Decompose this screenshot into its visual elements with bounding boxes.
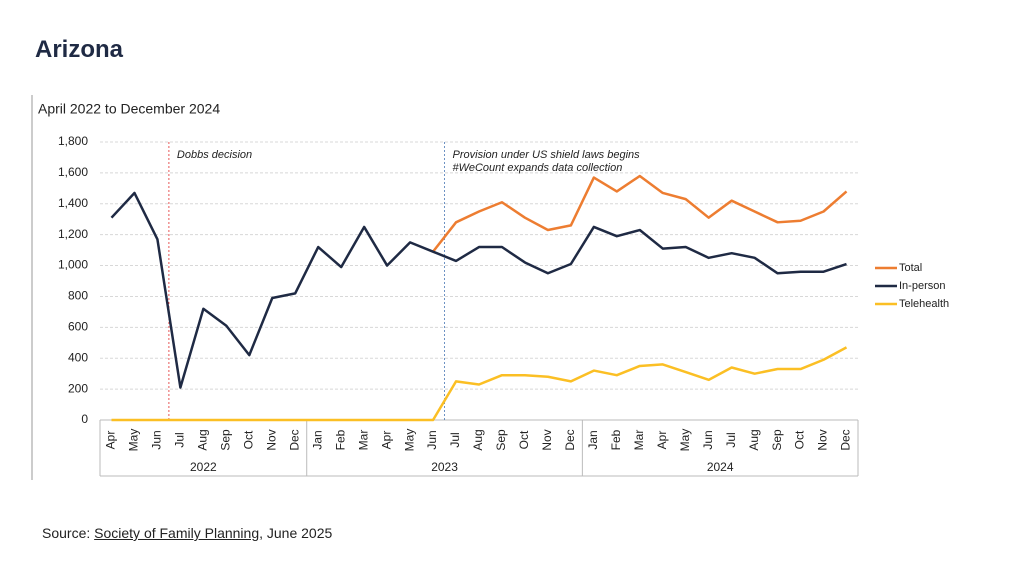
year-label: 2024 bbox=[707, 460, 734, 474]
x-tick-label: Jun bbox=[701, 430, 715, 449]
page-title: Arizona bbox=[35, 36, 124, 63]
x-tick-label: Feb bbox=[609, 429, 623, 450]
y-tick-label: 1,000 bbox=[58, 258, 88, 272]
x-tick-label: Mar bbox=[632, 430, 646, 451]
source: Source: Society of Family Planning, June… bbox=[42, 525, 332, 541]
x-tick-label: Apr bbox=[379, 431, 393, 450]
legend-label: Telehealth bbox=[899, 298, 949, 310]
y-tick-label: 200 bbox=[68, 381, 88, 395]
x-tick-label: Aug bbox=[747, 429, 761, 450]
x-tick-label: Jun bbox=[425, 430, 439, 449]
x-tick-label: Oct bbox=[517, 430, 531, 449]
annotation-text: Provision under US shield laws begins bbox=[453, 149, 641, 161]
source-link[interactable]: Society of Family Planning bbox=[94, 525, 260, 541]
annotation-text: #WeCount expands data collection bbox=[453, 162, 623, 174]
source-suffix: , June 2025 bbox=[259, 525, 333, 541]
x-tick-label: Aug bbox=[471, 429, 485, 450]
y-tick-label: 600 bbox=[68, 320, 88, 334]
y-tick-label: 400 bbox=[68, 350, 88, 364]
year-label: 2023 bbox=[431, 460, 458, 474]
x-tick-label: Sep bbox=[770, 429, 784, 451]
legend-label: Total bbox=[899, 262, 922, 274]
y-tick-label: 800 bbox=[68, 289, 88, 303]
x-tick-label: Jan bbox=[586, 430, 600, 449]
annotation-text: Dobbs decision bbox=[177, 149, 252, 161]
x-tick-label: Nov bbox=[540, 429, 554, 450]
y-tick-label: 1,800 bbox=[58, 134, 88, 148]
x-tick-label: Oct bbox=[793, 430, 807, 449]
y-tick-label: 1,200 bbox=[58, 227, 88, 241]
x-tick-label: Jul bbox=[173, 432, 187, 447]
x-tick-label: Nov bbox=[264, 429, 278, 450]
series-line bbox=[432, 174, 848, 253]
x-tick-label: Aug bbox=[196, 429, 210, 450]
legend-label: In-person bbox=[899, 280, 945, 292]
x-tick-label: Nov bbox=[816, 429, 830, 450]
chart-title: April 2022 to December 2024 bbox=[38, 101, 220, 117]
x-tick-label: May bbox=[678, 429, 692, 452]
x-tick-label: Jul bbox=[448, 432, 462, 447]
x-tick-label: May bbox=[127, 429, 141, 452]
x-tick-label: Oct bbox=[241, 430, 255, 449]
year-label: 2022 bbox=[190, 460, 217, 474]
x-tick-label: Jun bbox=[150, 430, 164, 449]
x-tick-label: Apr bbox=[655, 431, 669, 450]
x-tick-label: Feb bbox=[333, 429, 347, 450]
x-tick-label: Dec bbox=[287, 429, 301, 450]
x-tick-label: Mar bbox=[356, 430, 370, 451]
x-tick-label: Jul bbox=[724, 432, 738, 447]
x-tick-label: Sep bbox=[494, 429, 508, 451]
y-tick-label: 1,600 bbox=[58, 165, 88, 179]
series-line bbox=[111, 346, 848, 422]
x-tick-label: Jan bbox=[310, 430, 324, 449]
x-tick-label: May bbox=[402, 429, 416, 452]
series-line bbox=[110, 191, 847, 389]
x-tick-label: Sep bbox=[219, 429, 233, 451]
y-tick-label: 0 bbox=[81, 412, 88, 426]
x-tick-label: Dec bbox=[563, 429, 577, 450]
y-tick-label: 1,400 bbox=[58, 196, 88, 210]
x-tick-label: Dec bbox=[839, 429, 853, 450]
source-prefix: Source: bbox=[42, 525, 95, 541]
x-tick-label: Apr bbox=[104, 431, 118, 450]
